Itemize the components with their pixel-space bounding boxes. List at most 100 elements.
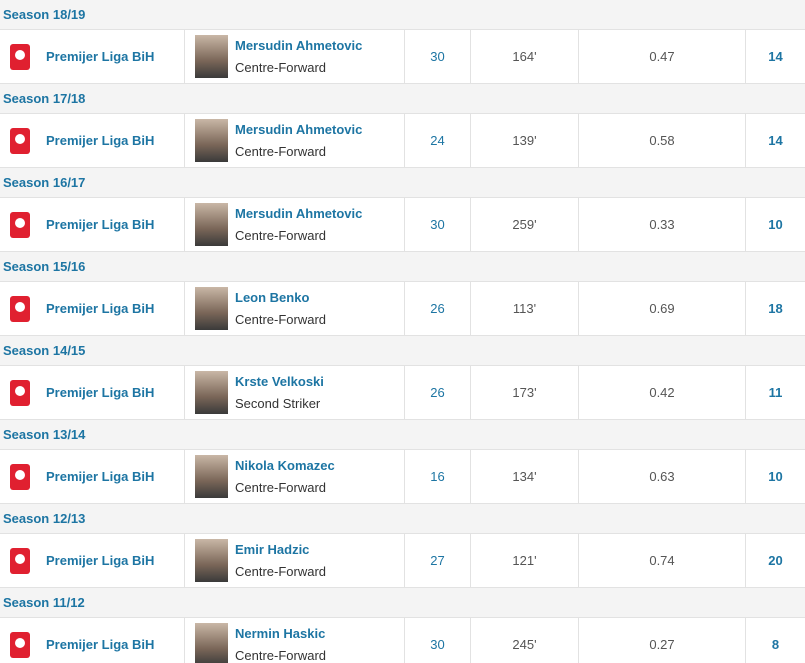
goals[interactable]: 18 [768, 301, 783, 316]
cell: 259' [470, 198, 578, 251]
player-photo [195, 371, 228, 414]
appearances[interactable]: 16 [430, 469, 445, 484]
player-name[interactable]: Emir Hadzic [235, 542, 310, 557]
league-name[interactable]: Premijer Liga BiH [46, 637, 155, 652]
league-logo [10, 43, 30, 70]
league-logo [10, 379, 30, 406]
league-logo [10, 295, 30, 322]
cell: 134' [470, 450, 578, 503]
player-name[interactable]: Nikola Komazec [235, 458, 335, 473]
cell: 8 [745, 618, 805, 663]
goals[interactable]: 14 [768, 133, 783, 148]
league-name[interactable]: Premijer Liga BiH [46, 217, 155, 232]
league-name[interactable]: Premijer Liga BiH [46, 469, 155, 484]
cell: 164' [470, 30, 578, 83]
appearances[interactable]: 26 [430, 385, 445, 400]
goals[interactable]: 10 [768, 217, 783, 232]
goals[interactable]: 20 [768, 553, 783, 568]
player-position: Centre-Forward [235, 648, 327, 663]
cell: Premijer Liga BiH [40, 618, 184, 663]
cell: 30 [404, 198, 470, 251]
player-info: Mersudin Ahmetovic Centre-Forward [235, 122, 362, 159]
cell: 30 [404, 618, 470, 663]
player-position: Centre-Forward [235, 228, 327, 243]
goals[interactable]: 14 [768, 49, 783, 64]
minutes-per-goal: 113' [512, 301, 537, 316]
league-logo [10, 463, 30, 490]
appearances[interactable]: 27 [430, 553, 445, 568]
league-logo [10, 631, 30, 658]
minutes-per-goal: 173' [512, 385, 537, 400]
player-photo [195, 119, 228, 162]
cell [0, 366, 40, 419]
appearances[interactable]: 30 [430, 49, 445, 64]
cell: 0.42 [578, 366, 745, 419]
cell: 10 [745, 198, 805, 251]
player-name[interactable]: Mersudin Ahmetovic [235, 38, 363, 53]
appearances[interactable]: 30 [430, 637, 445, 652]
league-name[interactable]: Premijer Liga BiH [46, 133, 155, 148]
league-name[interactable]: Premijer Liga BiH [46, 301, 155, 316]
cell: Premijer Liga BiH [40, 450, 184, 503]
cell: 10 [745, 450, 805, 503]
cell: Nikola Komazec Centre-Forward [184, 450, 404, 503]
player-info: Krste Velkoski Second Striker [235, 374, 324, 411]
cell: Premijer Liga BiH [40, 114, 184, 167]
table-row: Premijer Liga BiH Mersudin Ahmetovic Centr… [0, 198, 805, 252]
league-name[interactable]: Premijer Liga BiH [46, 49, 155, 64]
player-position: Centre-Forward [235, 564, 327, 579]
league-name[interactable]: Premijer Liga BiH [46, 385, 155, 400]
cell: 113' [470, 282, 578, 335]
minutes-per-goal: 245' [512, 637, 537, 652]
cell: 14 [745, 30, 805, 83]
appearances[interactable]: 26 [430, 301, 445, 316]
cell: 173' [470, 366, 578, 419]
appearances[interactable]: 24 [430, 133, 445, 148]
cell: 18 [745, 282, 805, 335]
goals[interactable]: 8 [771, 637, 780, 652]
cell: Mersudin Ahmetovic Centre-Forward [184, 114, 404, 167]
table-row: Premijer Liga BiH Nikola Komazec Centre-Fo… [0, 450, 805, 504]
cell: 0.74 [578, 534, 745, 587]
player-photo [195, 455, 228, 498]
player-name[interactable]: Mersudin Ahmetovic [235, 206, 363, 221]
player-name[interactable]: Nermin Haskic [235, 626, 326, 641]
player-name[interactable]: Mersudin Ahmetovic [235, 122, 363, 137]
season-header: Season 18/19 [0, 0, 805, 30]
player-name[interactable]: Krste Velkoski [235, 374, 324, 389]
player-name[interactable]: Leon Benko [235, 290, 310, 305]
cell: 26 [404, 282, 470, 335]
cell [0, 114, 40, 167]
goals[interactable]: 11 [768, 385, 783, 400]
cell: 14 [745, 114, 805, 167]
table-row: Premijer Liga BiH Emir Hadzic Centre-Forwa… [0, 534, 805, 588]
player-info: Leon Benko Centre-Forward [235, 290, 326, 327]
player-position: Centre-Forward [235, 144, 327, 159]
player-position: Centre-Forward [235, 60, 327, 75]
cell: 0.69 [578, 282, 745, 335]
cell: Premijer Liga BiH [40, 282, 184, 335]
player-info: Nikola Komazec Centre-Forward [235, 458, 335, 495]
season-header: Season 12/13 [0, 504, 805, 534]
player-info: Emir Hadzic Centre-Forward [235, 542, 326, 579]
minutes-per-goal: 121' [512, 553, 537, 568]
goals-per-game: 0.33 [649, 217, 675, 232]
cell: 16 [404, 450, 470, 503]
goals[interactable]: 10 [768, 469, 783, 484]
league-name[interactable]: Premijer Liga BiH [46, 553, 155, 568]
minutes-per-goal: 164' [512, 49, 537, 64]
cell: Premijer Liga BiH [40, 198, 184, 251]
player-info: Mersudin Ahmetovic Centre-Forward [235, 206, 362, 243]
table-row: Premijer Liga BiH Nermin Haskic Centre-For… [0, 618, 805, 663]
season-header: Season 16/17 [0, 168, 805, 198]
goals-per-game: 0.27 [649, 637, 675, 652]
player-photo [195, 287, 228, 330]
player-photo [195, 35, 228, 78]
appearances[interactable]: 30 [430, 217, 445, 232]
cell: 30 [404, 30, 470, 83]
cell [0, 282, 40, 335]
cell: 0.47 [578, 30, 745, 83]
goals-per-game: 0.63 [649, 469, 675, 484]
cell: 20 [745, 534, 805, 587]
